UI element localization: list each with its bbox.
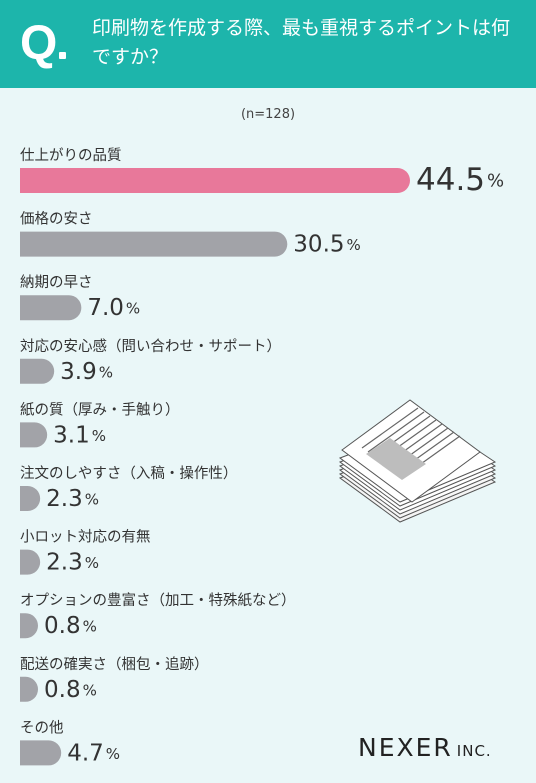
bar [20, 549, 41, 575]
q-letter: Q [20, 17, 58, 70]
value-label: 3.9% [60, 359, 113, 385]
unit-label: % [85, 490, 99, 508]
value-label: 7.0% [87, 295, 140, 321]
category-label: 配送の確実さ（梱包・追跡） [20, 656, 209, 673]
unit-label: % [126, 299, 140, 317]
bar [20, 168, 410, 193]
category-label: その他 [20, 719, 64, 736]
unit-label: % [99, 363, 113, 381]
unit-label: % [487, 171, 504, 192]
category-label: 仕上がりの品質 [20, 146, 122, 164]
category-label: 価格の安さ [20, 211, 93, 228]
brand-suffix: INC. [456, 742, 492, 760]
value-label: 3.1% [53, 422, 106, 448]
value-label: 2.3% [46, 550, 99, 576]
category-label: 納期の早さ [20, 274, 93, 291]
unit-label: % [83, 617, 97, 635]
bar [20, 486, 41, 511]
value-label: 0.8% [44, 613, 97, 639]
unit-label: % [347, 236, 361, 254]
value-label: 44.5% [416, 162, 504, 198]
bar [20, 231, 288, 257]
q-dot [59, 52, 67, 59]
question-header: Q 印刷物を作成する際、最も重視するポイントは何ですか？ [0, 0, 536, 88]
value-label: 4.7% [67, 740, 120, 766]
unit-label: % [85, 554, 99, 572]
bar [20, 740, 62, 766]
sample-size: (n=128) [240, 107, 296, 122]
category-label: 紙の質（厚み・手触り） [20, 400, 180, 418]
q-mark: Q [20, 16, 67, 72]
bar [20, 676, 38, 702]
brand-name: NEXER [358, 733, 453, 762]
bar [20, 295, 82, 321]
value-label: 2.3% [46, 486, 99, 512]
unit-label: % [106, 744, 120, 762]
value-label: 30.5% [293, 232, 360, 258]
bar [20, 358, 55, 384]
category-label: 小ロット対応の有無 [20, 529, 151, 546]
unit-label: % [83, 681, 97, 699]
value-label: 0.8% [44, 677, 97, 703]
category-label: 注文のしやすさ（入稿・操作性） [20, 465, 237, 482]
category-label: オプションの豊富さ（加工・特殊紙など） [20, 591, 296, 609]
paper-stack-icon [338, 399, 497, 523]
brand-logo: NEXER INC. [358, 733, 492, 762]
bar [20, 422, 48, 448]
category-label: 対応の安心感（問い合わせ・サポート） [20, 338, 281, 355]
unit-label: % [92, 426, 106, 444]
bar [20, 613, 38, 639]
question-text: 印刷物を作成する際、最も重視するポイントは何ですか？ [92, 17, 511, 68]
